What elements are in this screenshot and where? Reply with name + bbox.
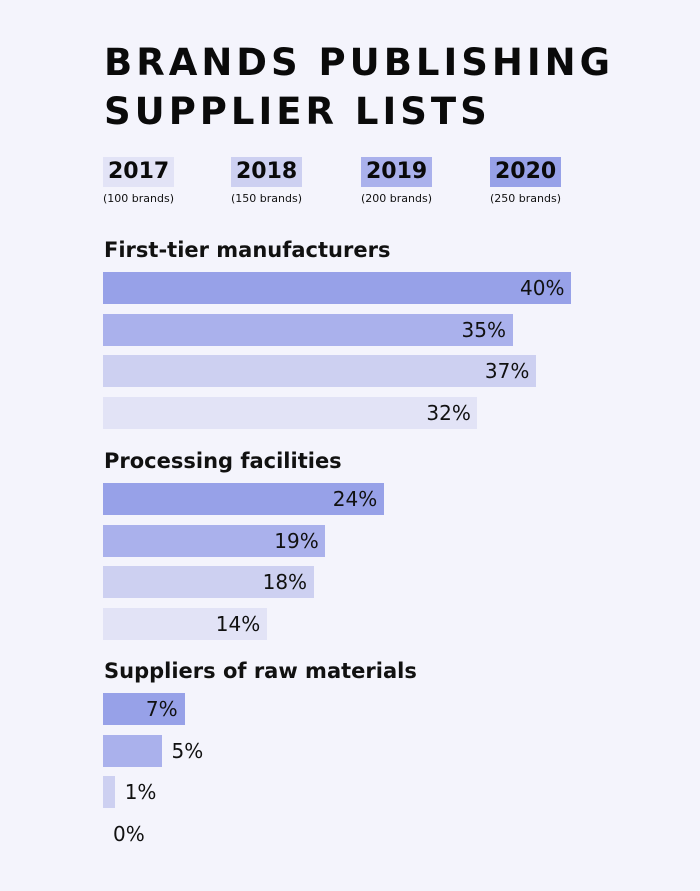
bar-value-label: 24%: [332, 487, 378, 511]
bar-value-label: 18%: [262, 570, 308, 594]
bar-value-label: 32%: [426, 400, 471, 425]
legend-brand-count: (100 brands): [103, 192, 175, 205]
bar-2019: [103, 734, 162, 767]
bar-2020: [103, 483, 384, 515]
legend-brand-count: (250 brands): [490, 192, 562, 205]
legend-year: 2017: [103, 157, 175, 187]
legend-item-2017: 2017 (100 brands): [103, 157, 223, 207]
legend-year: 2019: [361, 157, 433, 187]
bar-2018: [103, 566, 314, 598]
bar-2019: [103, 524, 326, 557]
bar-value-label: 14%: [215, 611, 261, 636]
group-label: First-tier manufacturers: [104, 238, 391, 262]
bar-value-label: 37%: [484, 359, 530, 383]
bar-value-label: 19%: [274, 528, 319, 553]
legend-item-2020: 2020 (250 brands): [490, 157, 610, 207]
bar-2020: [103, 272, 571, 304]
group-label: Suppliers of raw materials: [104, 659, 417, 683]
legend-year: 2020: [490, 157, 562, 187]
bar-2017: [103, 396, 478, 429]
bar-value-label: 7%: [145, 697, 178, 721]
bar-value-label: 35%: [461, 317, 506, 342]
bar-value-label: 0%: [113, 821, 145, 846]
bar-value-label: 1%: [124, 780, 157, 804]
bar-2019: [103, 313, 513, 346]
legend-item-2019: 2019 (200 brands): [361, 157, 481, 207]
bar-value-label: 5%: [171, 738, 204, 763]
bar-2020: [103, 693, 185, 725]
bar-value-label: 40%: [520, 276, 565, 300]
bar-2017: [103, 607, 267, 640]
legend-item-2018: 2018 (150 brands): [231, 157, 351, 207]
group-label: Processing facilities: [104, 449, 342, 473]
bar-2018: [103, 355, 536, 387]
legend-year: 2018: [231, 157, 303, 187]
bar-2018: [103, 776, 115, 808]
legend-brand-count: (150 brands): [231, 192, 303, 205]
chart-title: BRANDS PUBLISHING SUPPLIER LISTS: [104, 41, 614, 133]
legend-brand-count: (200 brands): [361, 192, 433, 205]
